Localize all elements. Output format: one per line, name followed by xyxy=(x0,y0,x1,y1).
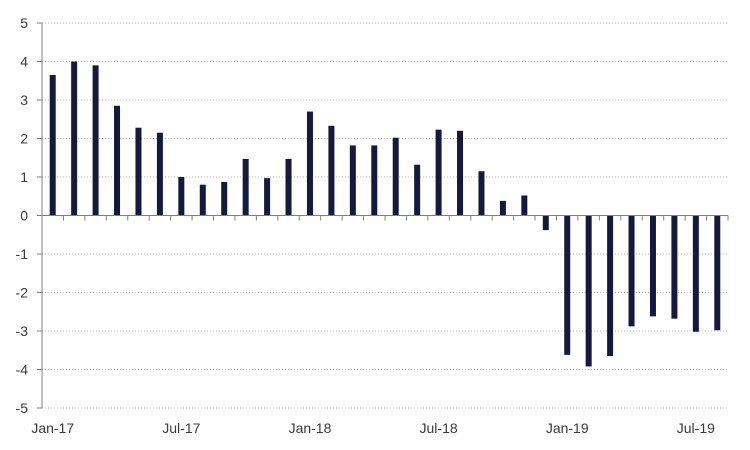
x-tick-label: Jul-19 xyxy=(677,420,715,436)
bar-May-17 xyxy=(135,127,142,216)
y-tick-label: -3 xyxy=(16,323,29,339)
bar-Mar-17 xyxy=(92,65,99,216)
y-tick-label: 4 xyxy=(20,54,28,70)
x-tick-label: Jan-17 xyxy=(31,420,74,436)
bar-Aug-19 xyxy=(714,215,721,331)
bar-Aug-18 xyxy=(457,130,464,216)
bar-May-18 xyxy=(392,137,399,216)
y-tick-label: -2 xyxy=(16,285,29,301)
bar-Jun-17 xyxy=(156,132,163,216)
bar-Jun-19 xyxy=(671,215,678,319)
gridlines xyxy=(42,22,728,409)
y-tick-label: 5 xyxy=(20,15,28,31)
y-tick-label: -5 xyxy=(16,400,29,416)
y-tick-label: 2 xyxy=(20,131,28,147)
bar-Apr-17 xyxy=(114,105,121,216)
bar-Jul-18 xyxy=(435,129,442,216)
bar-Mar-18 xyxy=(349,145,356,216)
bar-Dec-17 xyxy=(285,158,292,216)
bar-May-19 xyxy=(649,215,656,317)
y-tick-label: 0 xyxy=(20,208,28,224)
bar-Feb-18 xyxy=(328,125,335,216)
bar-Sep-17 xyxy=(221,182,228,216)
bar-Aug-17 xyxy=(199,184,206,216)
bar-Jan-18 xyxy=(306,111,313,216)
bar-Oct-18 xyxy=(499,200,506,216)
x-tick-label: Jan-18 xyxy=(289,420,332,436)
bar-Feb-19 xyxy=(585,215,592,367)
bar-Jan-17 xyxy=(49,74,56,216)
bar-Apr-18 xyxy=(371,145,378,216)
bar-Nov-18 xyxy=(521,195,528,216)
bar-Apr-19 xyxy=(628,215,635,327)
bar-Mar-19 xyxy=(607,215,614,357)
y-axis-tick-labels: -5 -4 -3 -2 -1 0 1 2 3 4 5 xyxy=(16,15,29,416)
axes xyxy=(37,22,729,409)
bar-Feb-17 xyxy=(71,61,78,216)
bar-Oct-17 xyxy=(242,158,249,216)
y-tick-label: 1 xyxy=(20,169,28,185)
y-tick-label: 3 xyxy=(20,92,28,108)
x-tick-label: Jul-18 xyxy=(420,420,458,436)
bar-Nov-17 xyxy=(264,178,271,216)
bar-Jan-19 xyxy=(564,215,571,355)
x-axis-tick-labels: Jan-17 Jul-17 Jan-18 Jul-18 Jan-19 Jul-19 xyxy=(31,420,715,436)
y-tick-label: -1 xyxy=(16,246,29,262)
bar-Jul-19 xyxy=(692,215,699,332)
bars xyxy=(49,61,721,367)
x-tick-label: Jan-19 xyxy=(546,420,589,436)
y-tick-label: -4 xyxy=(16,362,29,378)
bar-Sep-18 xyxy=(478,171,485,216)
bar-Jul-17 xyxy=(178,177,185,216)
bar-Dec-18 xyxy=(542,215,549,231)
bar-Jun-18 xyxy=(414,164,421,216)
x-tick-label: Jul-17 xyxy=(162,420,200,436)
